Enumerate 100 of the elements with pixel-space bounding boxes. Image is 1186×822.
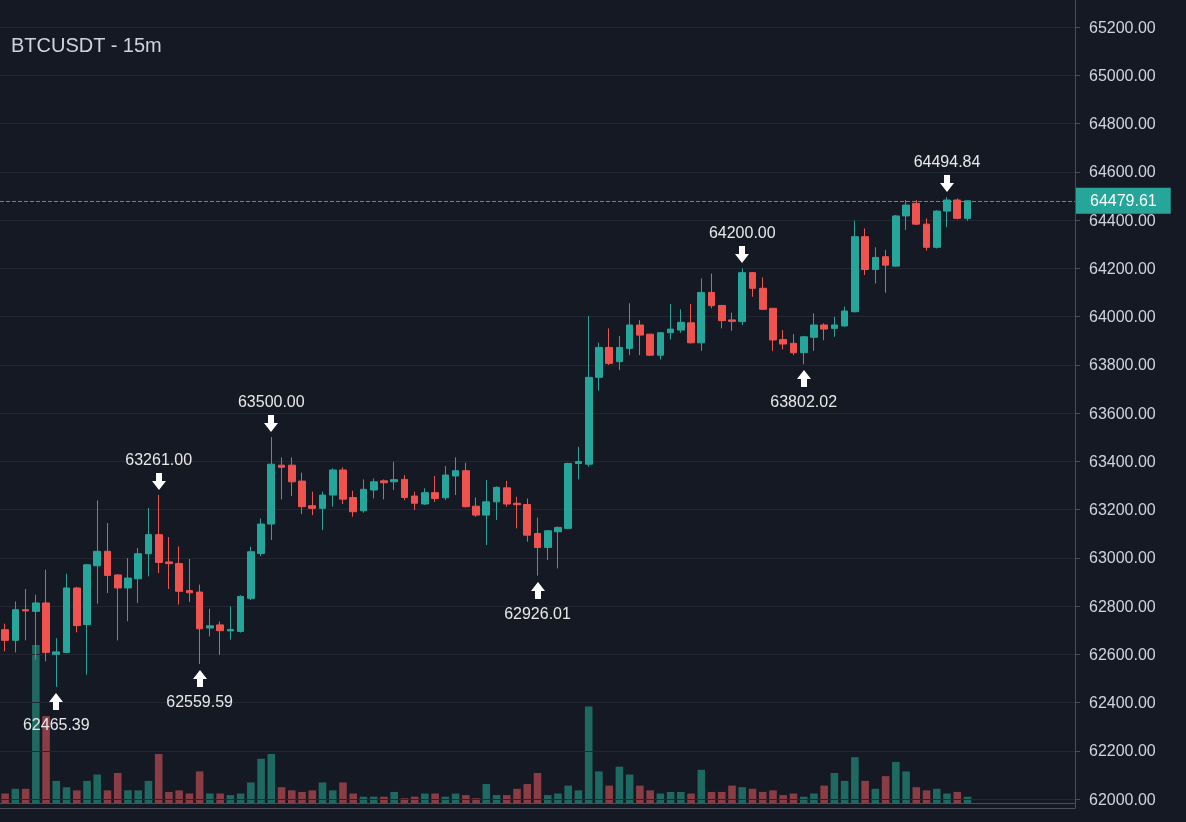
bar <box>861 780 869 803</box>
bar <box>308 790 317 803</box>
bar <box>718 791 726 803</box>
candlestick <box>738 267 746 326</box>
candlestick <box>851 220 859 313</box>
bar <box>339 782 347 803</box>
candlestick <box>63 573 70 654</box>
annotation: 63802.02 <box>770 393 838 412</box>
bar <box>298 791 306 803</box>
candlestick <box>472 496 480 518</box>
candlestick <box>513 496 521 529</box>
bar <box>953 791 962 803</box>
bar <box>267 754 276 803</box>
candlestick <box>267 436 275 541</box>
candlestick <box>892 214 900 268</box>
candlestick <box>319 491 326 531</box>
bar <box>93 774 102 803</box>
candlestick <box>155 494 163 574</box>
y-tick-label: 65000.00 <box>1089 66 1156 84</box>
ref-line-label: 64479.61 <box>1090 192 1157 210</box>
candlestick <box>872 246 879 284</box>
bar <box>933 788 941 803</box>
bar <box>288 790 296 803</box>
candlestick <box>790 333 797 356</box>
y-tick-label: 62600.00 <box>1089 645 1156 663</box>
candlestick <box>595 342 603 392</box>
bar <box>646 790 654 803</box>
candlestick <box>1 623 9 652</box>
candlestick <box>534 517 541 577</box>
bar <box>779 795 787 803</box>
bar <box>758 791 767 803</box>
candlestick <box>575 446 582 480</box>
bar <box>820 785 828 803</box>
candlestick <box>657 331 664 360</box>
candlestick <box>370 477 378 499</box>
bar <box>73 790 81 803</box>
candlestick <box>810 312 818 352</box>
candlestick <box>626 302 633 356</box>
candlestick <box>288 456 296 497</box>
y-tick-label: 62200.00 <box>1089 742 1156 760</box>
candlestick <box>728 312 736 332</box>
candlestick <box>831 316 838 338</box>
bar <box>523 784 532 803</box>
bar <box>124 790 132 803</box>
candlestick <box>841 306 848 328</box>
candlestick <box>308 491 316 516</box>
y-tick-label: 63000.00 <box>1089 549 1156 567</box>
bar <box>390 791 398 803</box>
candlestick <box>953 197 961 220</box>
candlestick <box>247 546 255 601</box>
bar <box>503 795 511 803</box>
y-tick-label: 62800.00 <box>1089 597 1156 615</box>
candlestick <box>616 335 623 371</box>
bar <box>83 780 91 803</box>
candlestick <box>923 217 930 252</box>
candlestick <box>52 637 60 688</box>
candlestick <box>206 608 214 637</box>
annotation: 63261.00 <box>125 450 193 469</box>
bar <box>318 782 327 803</box>
bar <box>513 788 521 803</box>
candlestick <box>165 536 173 590</box>
candlestick <box>278 456 285 500</box>
bar <box>165 791 173 803</box>
candlestick <box>861 227 869 276</box>
candlestick <box>605 327 613 366</box>
candlestick <box>134 547 142 604</box>
candlestick <box>585 315 593 468</box>
candlestick <box>360 478 367 514</box>
candlestick <box>677 308 685 334</box>
bar <box>113 772 122 803</box>
candlestick <box>800 335 808 365</box>
candlestick <box>186 558 193 603</box>
annotation: 62926.01 <box>504 604 571 623</box>
bar <box>564 785 572 803</box>
annotation: 64494.84 <box>913 153 981 172</box>
candlestick <box>452 456 459 496</box>
candlestick <box>933 209 941 249</box>
candlestick <box>257 517 265 557</box>
bar <box>881 776 890 803</box>
bar <box>462 795 470 803</box>
candlestick <box>820 322 828 341</box>
candlestick <box>237 594 244 634</box>
candlestick <box>667 303 674 340</box>
candlestick <box>749 271 756 298</box>
candlestick <box>390 461 398 491</box>
y-tick-label: 63200.00 <box>1089 501 1156 519</box>
candlestick <box>912 199 920 226</box>
candlestick <box>104 522 111 594</box>
candlestick <box>380 478 388 500</box>
candlestick <box>687 303 695 344</box>
y-tick-label: 62400.00 <box>1089 694 1156 712</box>
bar <box>543 795 552 803</box>
y-tick-label: 62000.00 <box>1089 790 1156 808</box>
candlestick <box>759 276 767 311</box>
y-tick-label: 64200.00 <box>1089 259 1156 277</box>
candlestick <box>564 462 572 530</box>
bar <box>247 782 255 803</box>
candlestick <box>298 472 306 515</box>
y-tick-label: 64800.00 <box>1089 115 1156 133</box>
candlestick <box>636 319 644 356</box>
